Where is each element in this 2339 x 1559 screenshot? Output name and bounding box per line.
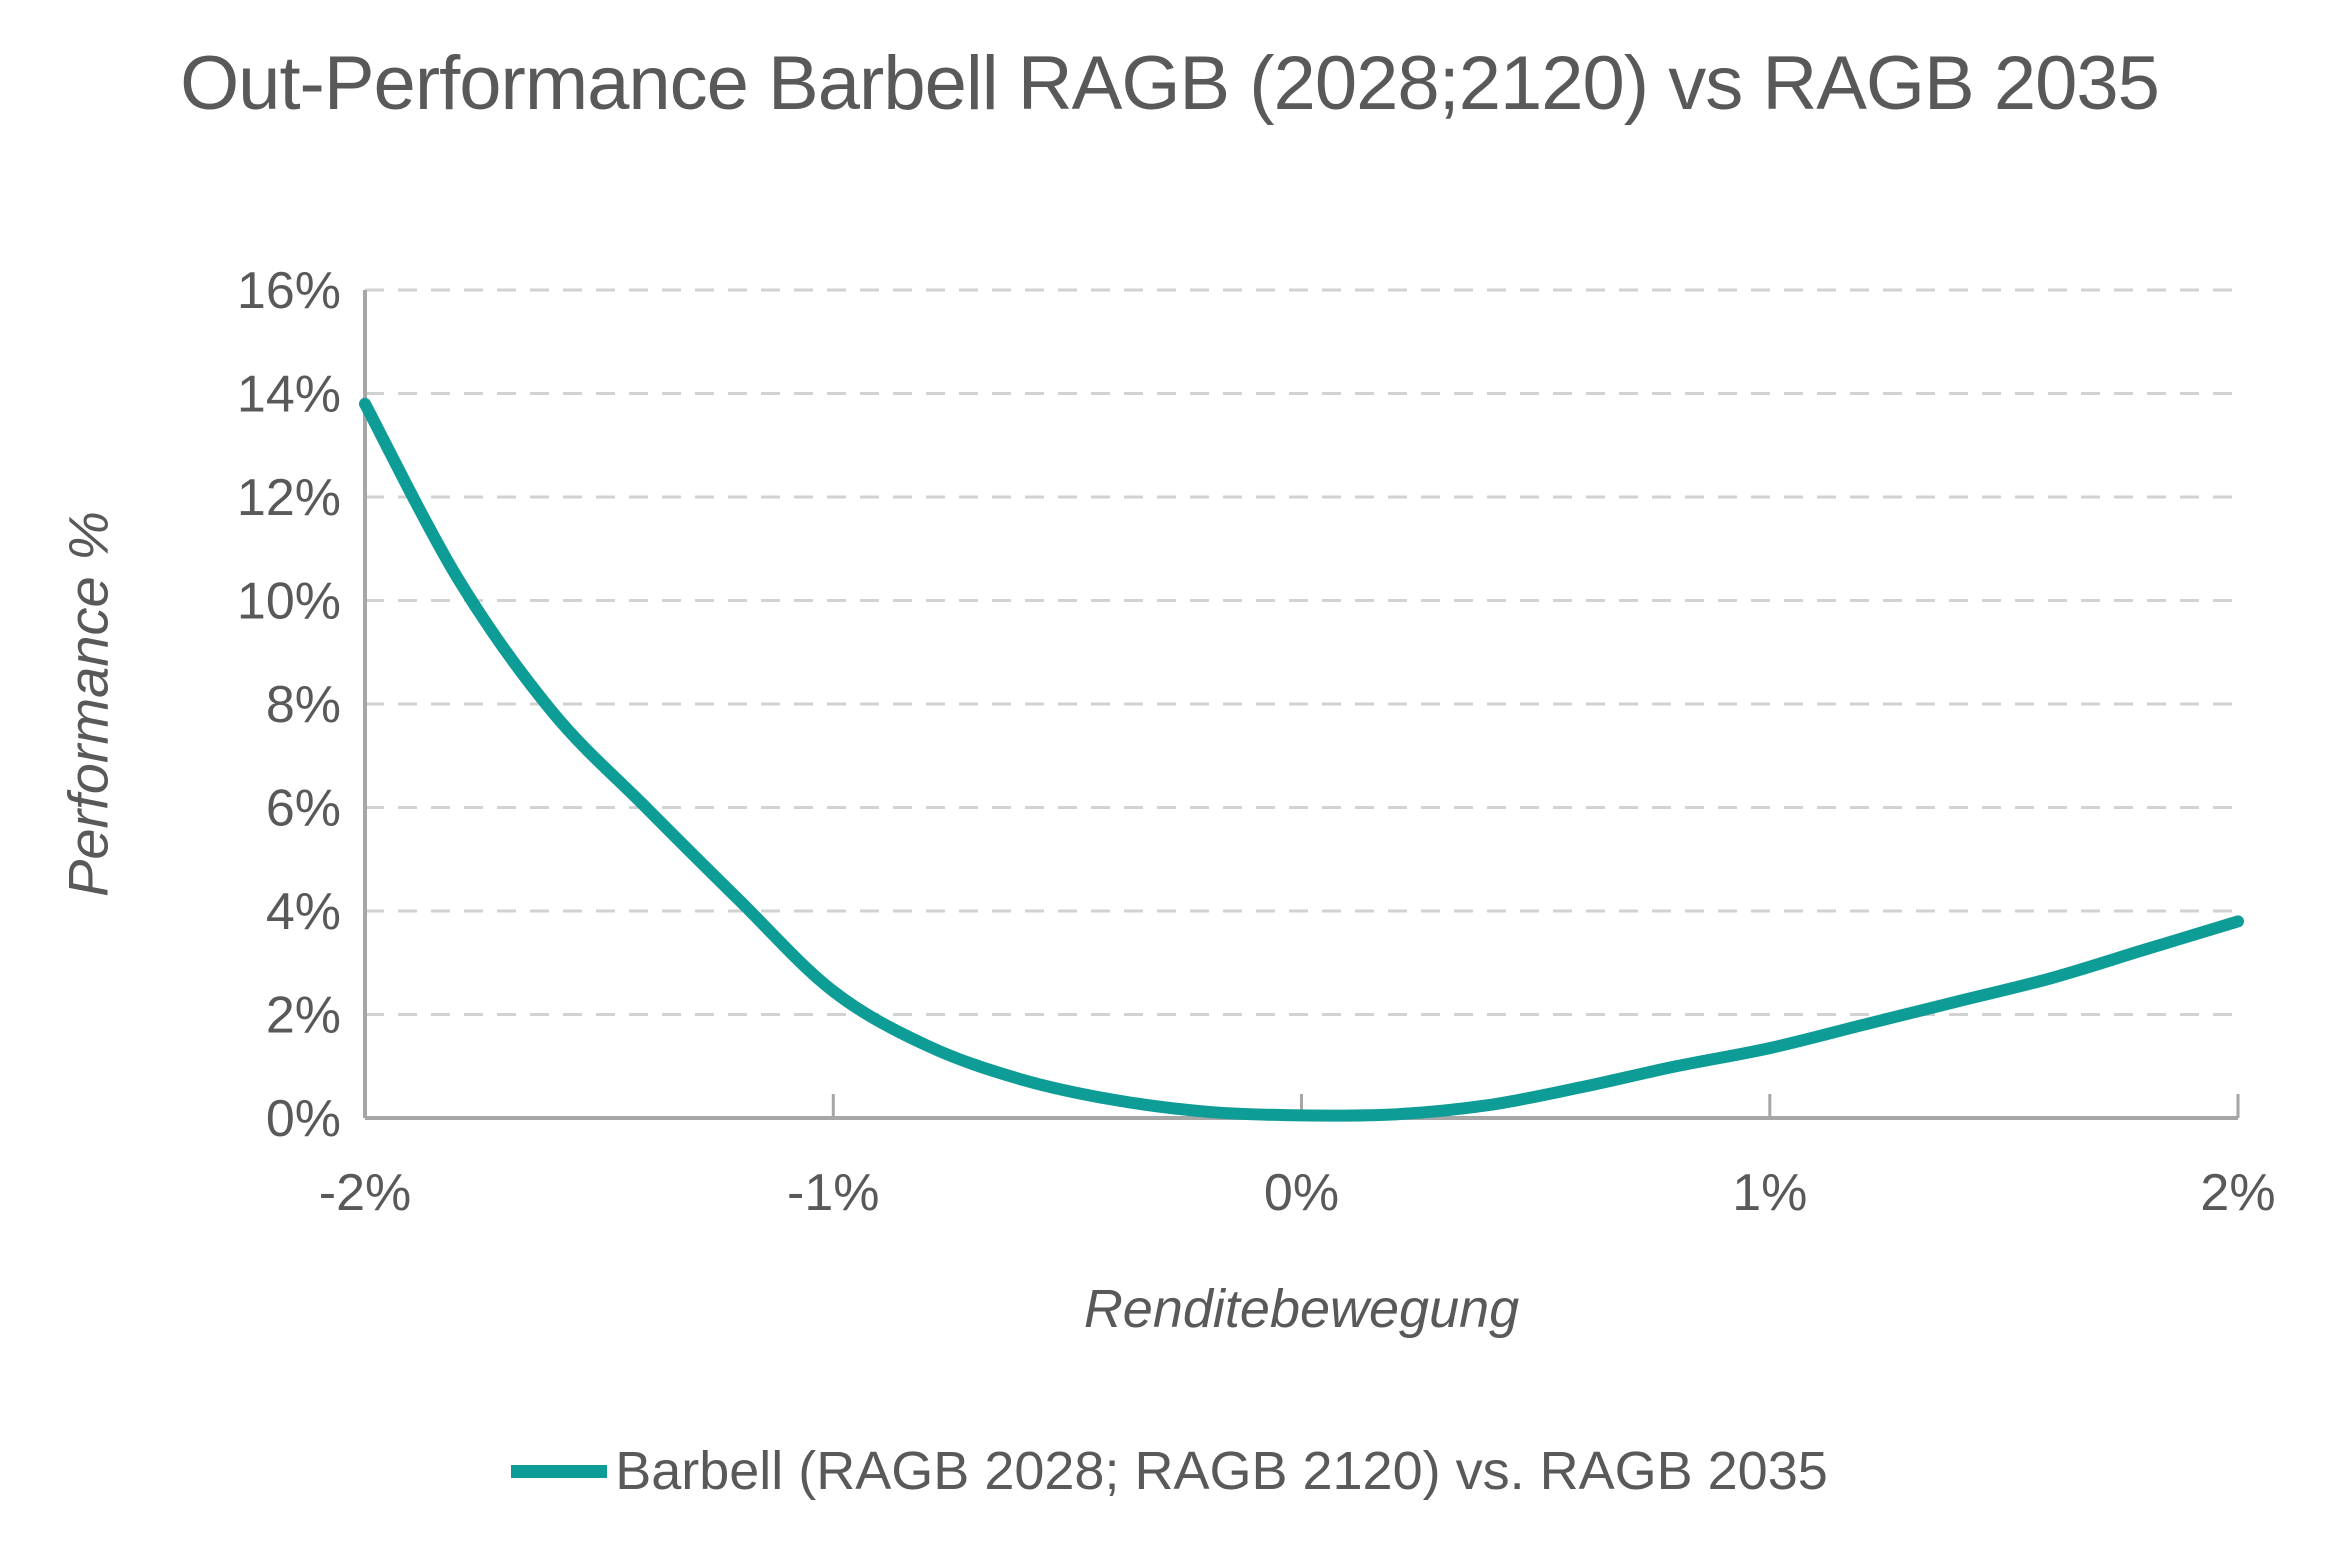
x-tick-label: 2% [2200,1164,2275,1222]
y-tick-label: 6% [266,780,341,838]
x-tick-label: -1% [787,1164,879,1222]
y-tick-labels: 0% 2% 4% 6% 8% 10% 12% 14% 16% [237,262,341,1148]
x-tick-label: -2% [319,1164,411,1222]
y-tick-label: 12% [237,469,341,527]
gridlines [365,288,2238,1016]
y-axis-title: Performance % [56,511,120,897]
y-tick-label: 14% [237,366,341,424]
series-line [359,397,2244,1122]
x-tick-label: 0% [1264,1164,1339,1222]
x-axis-ticks [831,1094,2240,1118]
legend-line-swatch [511,1464,608,1478]
y-tick-label: 0% [266,1090,341,1148]
legend: Barbell (RAGB 2028; RAGB 2120) vs. RAGB … [0,1440,2339,1502]
y-tick-label: 2% [266,987,341,1045]
y-tick-label: 16% [237,262,341,320]
chart-title: Out-Performance Barbell RAGB (2028;2120)… [180,41,2160,126]
x-tick-label: 1% [1732,1164,1807,1222]
legend-label: Barbell (RAGB 2028; RAGB 2120) vs. RAGB … [615,1441,1828,1501]
x-axis-title: Renditebewegung [1083,1279,1520,1339]
y-tick-label: 4% [266,883,341,941]
x-tick-labels: -2% -1% 0% 1% 2% [319,1164,2276,1222]
y-tick-label: 10% [237,573,341,631]
y-tick-label: 8% [266,676,341,734]
